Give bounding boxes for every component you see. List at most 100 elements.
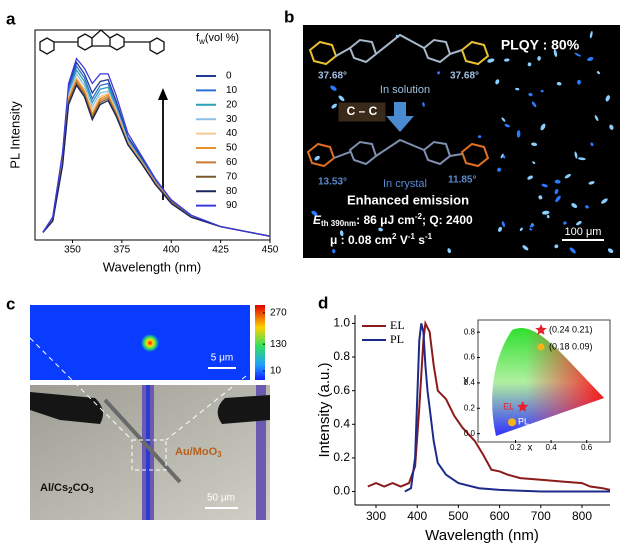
probe: [217, 395, 270, 424]
speckle: [527, 62, 532, 67]
zoom-line: [29, 337, 133, 441]
x-tick-label: 450: [262, 245, 279, 256]
text-part: μ : 0.08 cm: [330, 233, 392, 247]
legend-label: 80: [226, 186, 238, 197]
speckle: [500, 153, 504, 159]
y-tick-label: 0.2: [333, 450, 350, 464]
speckle: [574, 151, 578, 159]
speckle: [588, 181, 595, 185]
x-tick-label: 400: [163, 245, 180, 256]
speckle: [504, 124, 510, 128]
electrode-edge: [256, 385, 266, 520]
legend-label: 40: [226, 128, 238, 139]
speckle: [594, 115, 599, 122]
speckle: [339, 230, 344, 237]
speckle: [378, 227, 383, 232]
mobility: μ : 0.08 cm2 V-1 s-1: [330, 232, 433, 247]
series-line: [42, 84, 271, 237]
series-line: [42, 57, 271, 237]
electrode-label: Al/Cs2CO3: [40, 482, 94, 495]
speckle: [546, 214, 550, 219]
speckle: [437, 71, 440, 75]
speckle: [553, 49, 558, 57]
panel-label: d: [318, 293, 328, 312]
text-part: s: [415, 233, 425, 247]
speckles: [311, 30, 614, 254]
speckle: [571, 203, 578, 208]
text-part: E: [313, 213, 322, 227]
panel-label: b: [284, 7, 294, 26]
text-part: Au/MoO: [175, 446, 218, 458]
arrow-head: [158, 88, 168, 100]
point: [508, 418, 516, 427]
panel-label: a: [6, 9, 16, 28]
text-sub: th 390nm: [321, 219, 356, 228]
legend-title: fw(vol %): [196, 32, 239, 46]
speckle: [569, 247, 576, 254]
speckle: [477, 135, 482, 139]
y-axis-label: PL Intensity: [7, 101, 22, 169]
panel-d: Wavelength (nm) Intensity (a.u.) x y 300…: [316, 315, 611, 544]
series-line: [367, 319, 611, 491]
speckle: [554, 244, 559, 249]
speckle: [338, 95, 345, 102]
speckle: [587, 56, 594, 62]
speckle: [609, 124, 614, 130]
y-tick-label: 0.6: [464, 353, 476, 362]
panel-a: fw(vol %) Wavelength (nm) PL Intensity 3…: [7, 29, 279, 274]
x-tick-label: 425: [212, 245, 229, 256]
angle: 37.68°: [318, 71, 347, 82]
speckle: [519, 227, 523, 232]
x-tick-label: 375: [114, 245, 131, 256]
value-label: (0.24 0.21): [549, 324, 593, 334]
speckle: [331, 103, 337, 109]
arrow: [394, 102, 406, 118]
angle: 13.53°: [318, 177, 347, 188]
x-tick-label: 500: [448, 509, 468, 523]
angle: 37.68°: [450, 71, 479, 82]
text-sub: 3: [217, 450, 222, 459]
speckle: [330, 85, 337, 91]
text-part: CO: [73, 482, 90, 494]
speckle: [422, 102, 425, 107]
legend-label: 30: [226, 114, 238, 125]
zoom-line: [165, 375, 247, 441]
legend-label: 70: [226, 171, 238, 182]
speckle: [495, 79, 500, 85]
x-axis-label: Wavelength (nm): [103, 259, 202, 274]
colorbar-tick-label: 10: [270, 366, 282, 377]
angle: 11.85°: [448, 175, 476, 186]
legend-label: 90: [226, 200, 238, 211]
speckle: [577, 79, 581, 85]
speckle: [497, 167, 502, 172]
molecule: [39, 29, 165, 55]
speckle: [605, 95, 610, 102]
y-tick-label: 0.6: [333, 383, 350, 397]
fluorescence-image: [303, 25, 620, 258]
bond-label: C – C: [347, 104, 378, 118]
speckle: [501, 117, 506, 122]
state-label: In crystal: [383, 178, 427, 190]
legend-title-part: f: [196, 32, 200, 44]
probe: [30, 392, 104, 424]
speckle: [554, 188, 559, 195]
text-sup: -2: [415, 212, 423, 221]
y-tick-label: 1.0: [333, 316, 350, 330]
scale-bar-label: 100 μm: [565, 226, 602, 238]
microrod: [103, 398, 182, 484]
point-label: PL: [518, 417, 529, 427]
scale-bar-label: 50 μm: [207, 493, 235, 504]
speckle: [487, 58, 495, 63]
speckle: [532, 161, 536, 165]
speckle: [596, 71, 601, 75]
y-axis-label: Intensity (a.u.): [316, 362, 333, 457]
speckle: [577, 157, 586, 161]
text-part: Al/Cs: [40, 482, 68, 494]
legend-label: PL: [390, 332, 404, 346]
speckle: [541, 210, 550, 215]
speckle: [529, 224, 535, 228]
speckle: [531, 101, 537, 108]
panel-c: 5 μm Au/MoO3 Al/Cs2CO3 50 μm: [29, 305, 270, 520]
speckle: [497, 226, 503, 232]
speckle: [504, 58, 510, 62]
